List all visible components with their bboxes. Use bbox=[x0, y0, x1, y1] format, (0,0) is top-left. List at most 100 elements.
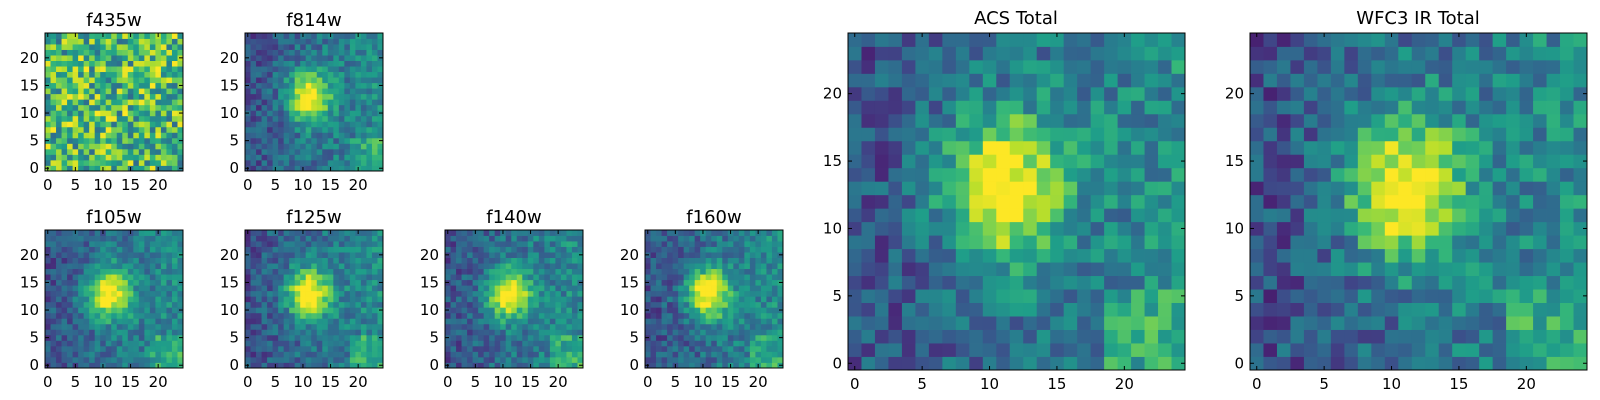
pixel-cell bbox=[72, 241, 79, 247]
pixel-cell bbox=[928, 46, 943, 61]
pixel-cell bbox=[700, 290, 707, 297]
pixel-cell bbox=[705, 351, 712, 358]
pixel-cell bbox=[283, 38, 290, 45]
pixel-cell bbox=[56, 318, 62, 325]
pixel-cell bbox=[116, 312, 123, 319]
pixel-cell bbox=[67, 33, 73, 39]
pixel-cell bbox=[901, 46, 916, 61]
pixel-cell bbox=[349, 230, 356, 236]
pixel-cell bbox=[467, 285, 473, 292]
pixel-cell bbox=[138, 88, 145, 95]
pixel-cell bbox=[105, 230, 112, 236]
pixel-cell bbox=[377, 312, 384, 319]
pixel-cell bbox=[366, 257, 373, 264]
pixel-cell bbox=[766, 268, 773, 275]
pixel-cell bbox=[1384, 208, 1399, 223]
pixel-cell bbox=[928, 302, 943, 317]
pixel-cell bbox=[94, 60, 101, 67]
pixel-cell bbox=[267, 279, 273, 286]
pixel-cell bbox=[516, 263, 523, 270]
pixel-cell bbox=[667, 285, 673, 292]
pixel-cell bbox=[538, 296, 545, 303]
pixel-cell bbox=[344, 257, 351, 264]
pixel-cell bbox=[969, 343, 984, 357]
pixel-cell bbox=[711, 334, 718, 341]
pixel-cell bbox=[544, 279, 551, 286]
pixel-cell bbox=[1077, 194, 1092, 209]
pixel-cell bbox=[549, 312, 556, 319]
pixel-cell bbox=[1303, 316, 1318, 330]
panel-title: ACS Total bbox=[974, 8, 1058, 29]
pixel-cell bbox=[1519, 262, 1534, 277]
pixel-cell bbox=[283, 60, 290, 67]
pixel-cell bbox=[177, 290, 184, 297]
pixel-cell bbox=[105, 126, 112, 133]
pixel-cell bbox=[256, 49, 262, 56]
pixel-cell bbox=[256, 241, 262, 247]
pixel-cell bbox=[344, 351, 351, 358]
pixel-cell bbox=[283, 159, 290, 166]
pixel-cell bbox=[89, 126, 96, 133]
pixel-cell bbox=[661, 318, 668, 325]
pixel-cell bbox=[1384, 248, 1399, 263]
pixel-cell bbox=[1158, 262, 1172, 277]
pixel-cell bbox=[722, 356, 729, 363]
pixel-cell bbox=[250, 82, 257, 89]
pixel-cell bbox=[733, 296, 740, 303]
pixel-cell bbox=[888, 343, 903, 357]
pixel-cell bbox=[283, 257, 290, 264]
pixel-cell bbox=[1330, 316, 1345, 330]
pixel-cell bbox=[316, 71, 323, 78]
pixel-cell bbox=[1171, 167, 1186, 182]
pixel-cell bbox=[656, 230, 662, 236]
pixel-cell bbox=[1023, 167, 1038, 182]
pixel-cell bbox=[760, 312, 767, 319]
pixel-cell bbox=[577, 241, 584, 247]
pixel-cell bbox=[72, 285, 79, 292]
pixel-cell bbox=[61, 159, 68, 166]
pixel-cell bbox=[316, 44, 323, 50]
pixel-cell bbox=[250, 241, 257, 247]
pixel-cell bbox=[377, 323, 384, 330]
pixel-cell bbox=[689, 235, 696, 242]
pixel-cell bbox=[149, 165, 156, 172]
pixel-cell bbox=[311, 55, 318, 61]
pixel-cell bbox=[338, 340, 345, 347]
pixel-cell bbox=[678, 340, 685, 347]
pixel-cell bbox=[555, 307, 562, 314]
pixel-cell bbox=[1533, 194, 1547, 209]
pixel-cell bbox=[56, 334, 62, 341]
pixel-cell bbox=[338, 290, 345, 297]
pixel-cell bbox=[1131, 140, 1145, 155]
y-tick-label: 15 bbox=[420, 273, 439, 291]
pixel-cell bbox=[656, 235, 662, 242]
pixel-cell bbox=[377, 241, 384, 247]
pixel-cell bbox=[1023, 194, 1038, 209]
pixel-cell bbox=[483, 285, 490, 292]
pixel-cell bbox=[1171, 235, 1186, 250]
pixel-cell bbox=[122, 66, 129, 73]
pixel-cell bbox=[349, 312, 356, 319]
pixel-cell bbox=[969, 100, 984, 115]
pixel-cell bbox=[89, 252, 96, 258]
pixel-cell bbox=[766, 362, 773, 369]
pixel-cell bbox=[744, 252, 751, 258]
pixel-cell bbox=[171, 290, 178, 297]
pixel-cell bbox=[1117, 343, 1132, 357]
pixel-cell bbox=[144, 126, 151, 133]
pixel-cell bbox=[78, 132, 85, 139]
pixel-cell bbox=[549, 296, 556, 303]
pixel-cell bbox=[467, 312, 473, 319]
pixel-cell bbox=[505, 340, 512, 347]
pixel-cell bbox=[100, 345, 107, 352]
pixel-cell bbox=[996, 194, 1011, 209]
pixel-cell bbox=[56, 82, 62, 89]
pixel-cell bbox=[1158, 302, 1172, 317]
pixel-cell bbox=[1411, 289, 1426, 303]
pixel-cell bbox=[171, 88, 178, 95]
pixel-cell bbox=[311, 33, 318, 39]
pixel-cell bbox=[250, 351, 257, 358]
pixel-cell bbox=[494, 329, 501, 336]
pixel-cell bbox=[311, 351, 318, 358]
